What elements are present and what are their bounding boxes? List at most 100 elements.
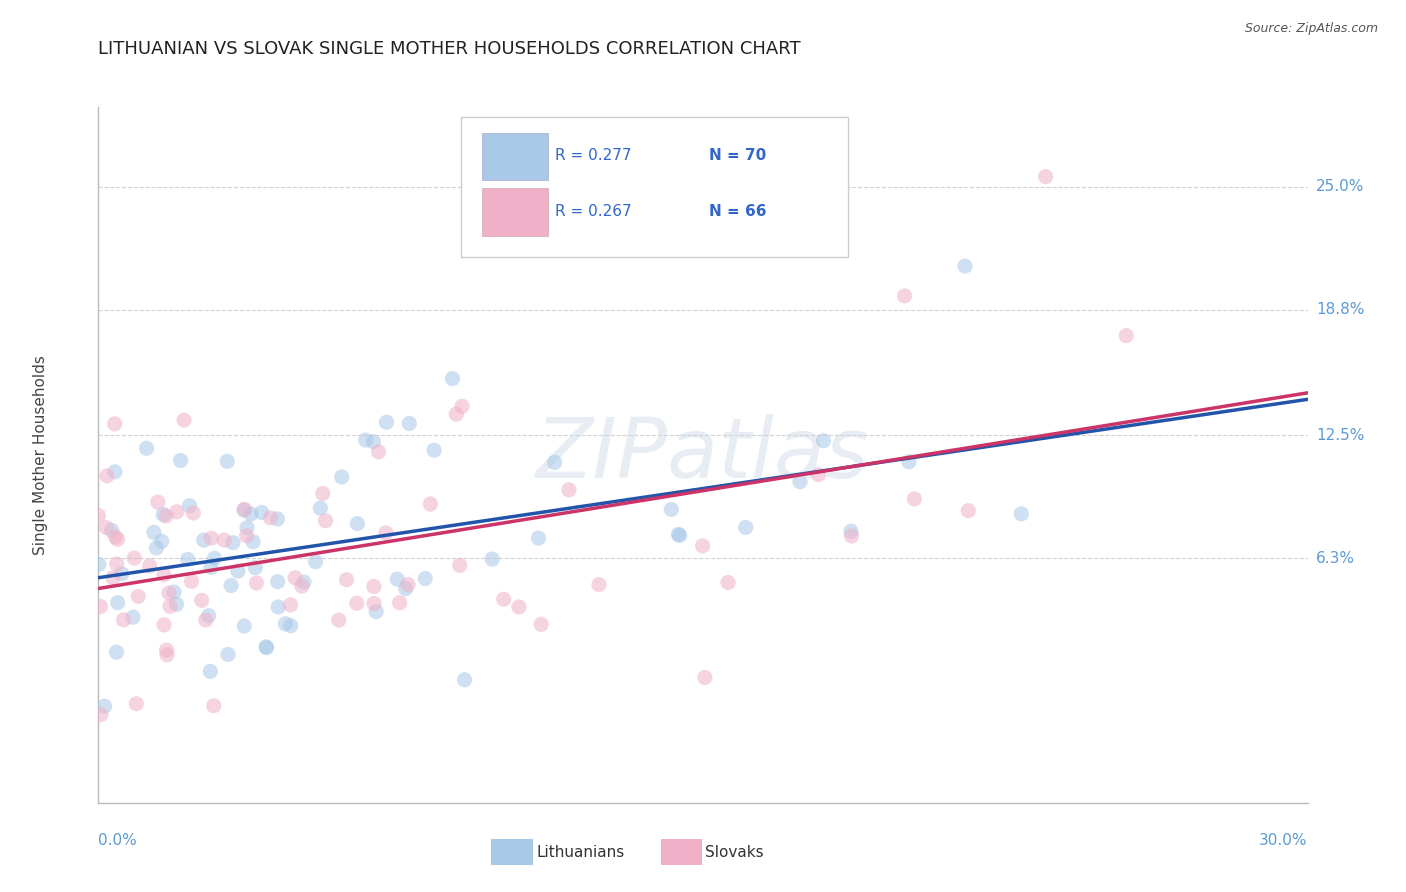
Text: 18.8%: 18.8%	[1316, 302, 1364, 318]
Point	[236, 521, 259, 535]
FancyBboxPatch shape	[461, 118, 848, 257]
Point	[953, 259, 976, 273]
Point	[451, 399, 474, 413]
Point	[112, 613, 135, 627]
Point	[807, 467, 830, 482]
Point	[242, 534, 264, 549]
Text: N = 70: N = 70	[709, 148, 766, 163]
Point	[105, 557, 128, 571]
Point	[367, 445, 389, 459]
Point	[166, 505, 188, 519]
Text: 25.0%: 25.0%	[1316, 179, 1364, 194]
Point	[481, 552, 503, 566]
Point	[453, 673, 475, 687]
Point	[396, 577, 419, 591]
Point	[155, 643, 177, 657]
Point	[375, 415, 398, 429]
Point	[346, 596, 368, 610]
Point	[492, 592, 515, 607]
Point	[127, 590, 149, 604]
Point	[398, 417, 420, 431]
FancyBboxPatch shape	[482, 188, 548, 235]
FancyBboxPatch shape	[482, 133, 548, 180]
Point	[1010, 507, 1032, 521]
Text: ZIPatlas: ZIPatlas	[536, 415, 870, 495]
Point	[146, 495, 169, 509]
Point	[181, 506, 204, 520]
Point	[155, 508, 177, 523]
Text: LITHUANIAN VS SLOVAK SINGLE MOTHER HOUSEHOLDS CORRELATION CHART: LITHUANIAN VS SLOVAK SINGLE MOTHER HOUSE…	[98, 40, 801, 58]
Point	[200, 560, 222, 574]
Point	[153, 567, 176, 582]
Point	[893, 289, 915, 303]
FancyBboxPatch shape	[492, 839, 533, 865]
Point	[413, 572, 436, 586]
Point	[180, 574, 202, 589]
Point	[179, 499, 201, 513]
Point	[328, 613, 350, 627]
Point	[200, 665, 222, 679]
Point	[693, 671, 716, 685]
Point	[588, 577, 610, 591]
Point	[419, 497, 441, 511]
Point	[284, 571, 307, 585]
Point	[96, 520, 118, 534]
Point	[169, 453, 191, 467]
Point	[668, 528, 690, 542]
Point	[153, 618, 176, 632]
Point	[387, 572, 409, 586]
Point	[100, 523, 122, 537]
Point	[813, 434, 835, 448]
Point	[668, 527, 690, 541]
Point	[222, 535, 245, 549]
Point	[363, 597, 385, 611]
Point	[374, 525, 396, 540]
Text: 30.0%: 30.0%	[1260, 833, 1308, 848]
FancyBboxPatch shape	[661, 839, 702, 865]
Point	[166, 597, 188, 611]
Point	[395, 582, 418, 596]
Point	[839, 524, 862, 539]
Point	[163, 585, 186, 599]
Point	[226, 564, 249, 578]
Point	[346, 516, 368, 531]
Point	[193, 533, 215, 548]
Point	[202, 698, 225, 713]
Point	[543, 455, 565, 469]
Point	[125, 697, 148, 711]
Point	[135, 442, 157, 456]
Point	[90, 707, 112, 722]
Point	[446, 407, 468, 421]
Point	[217, 648, 239, 662]
Point	[530, 617, 553, 632]
Point	[245, 576, 267, 591]
Point	[202, 551, 225, 566]
Point	[291, 579, 314, 593]
Point	[194, 613, 217, 627]
Point	[508, 600, 530, 615]
Point	[159, 599, 181, 614]
Point	[734, 520, 756, 534]
Point	[280, 598, 302, 612]
Text: 12.5%: 12.5%	[1316, 427, 1364, 442]
Point	[90, 599, 112, 614]
Point	[152, 508, 174, 522]
Point	[280, 618, 302, 632]
Point	[388, 596, 411, 610]
Point	[124, 551, 146, 566]
Point	[267, 599, 290, 614]
Point	[104, 530, 127, 544]
Point	[111, 566, 134, 581]
Point	[245, 560, 267, 574]
Point	[266, 574, 288, 589]
Point	[330, 470, 353, 484]
Point	[659, 502, 682, 516]
Point	[96, 468, 118, 483]
Point	[527, 531, 550, 545]
Point	[309, 501, 332, 516]
Point	[259, 511, 281, 525]
Text: R = 0.267: R = 0.267	[555, 204, 633, 219]
Point	[903, 491, 925, 506]
Point	[104, 417, 127, 431]
Point	[93, 699, 115, 714]
